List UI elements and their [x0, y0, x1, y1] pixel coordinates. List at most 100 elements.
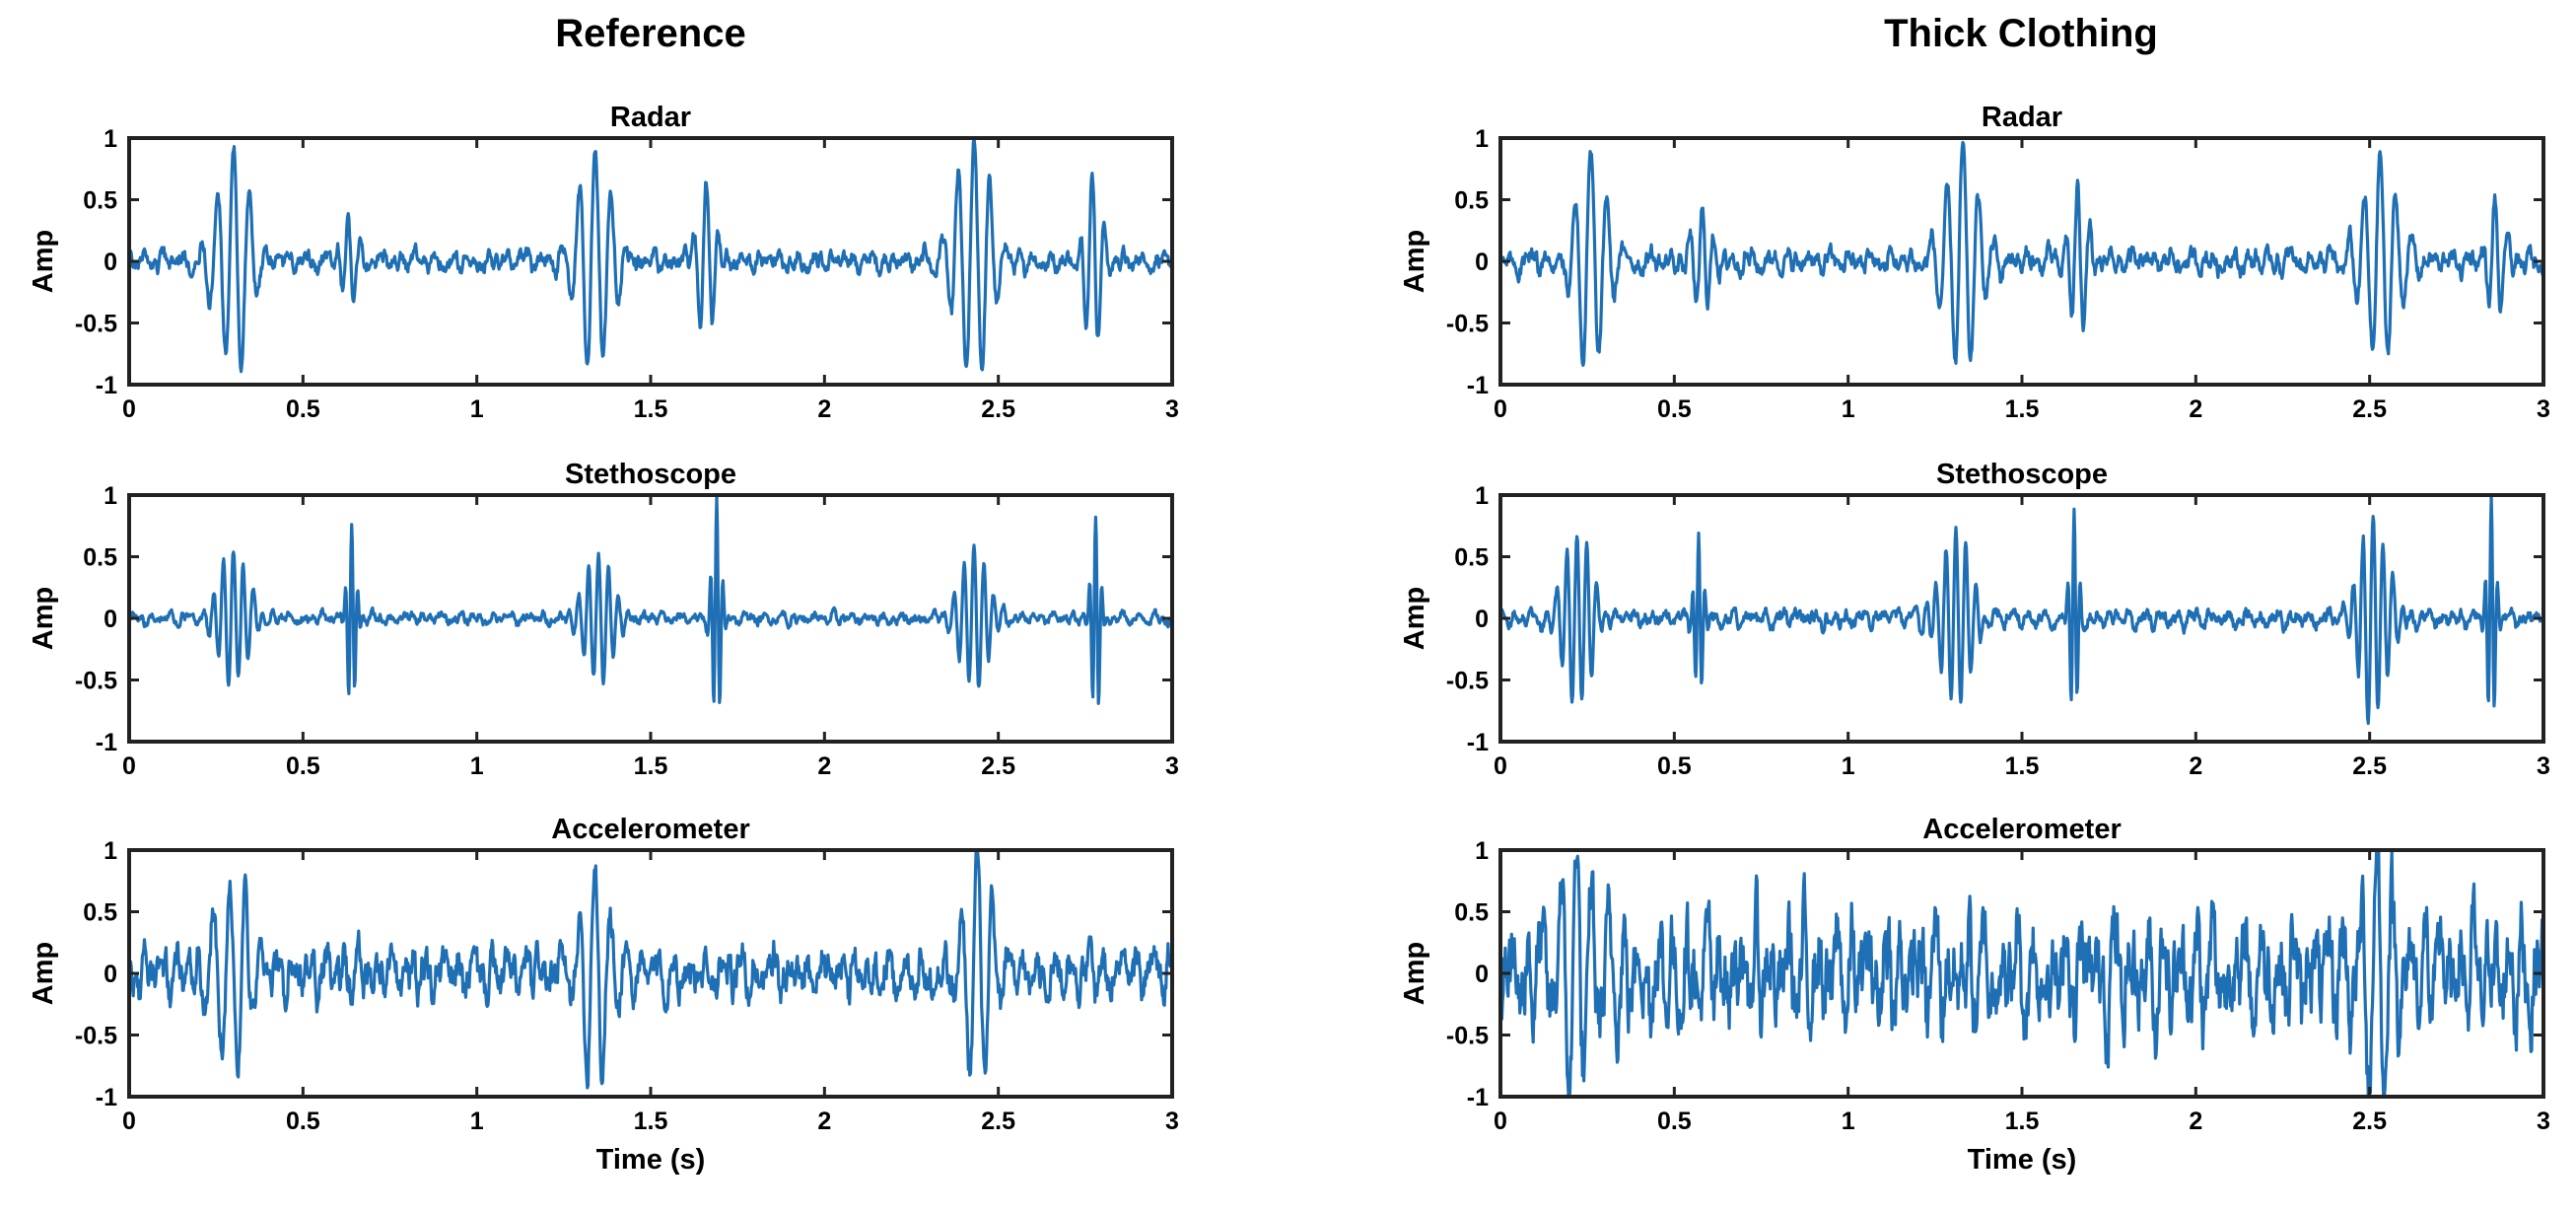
x-tick-label: 1.5	[634, 1108, 668, 1135]
panel-4: Stethoscope 0 0.5 1 1.5 2 2.5 3 1 0.5 0 -0.5 -1 Amp	[1399, 459, 2550, 780]
signal-line	[1498, 848, 2545, 1099]
x-tick-label: 2	[817, 1108, 831, 1135]
y-tick-label: 1	[104, 125, 117, 153]
y-tick-label: 0.5	[83, 544, 117, 572]
signal-line	[127, 848, 1174, 1090]
x-tick-label: 2.5	[981, 1108, 1015, 1135]
y-tick-label: -0.5	[1446, 311, 1489, 338]
y-axis-label: Amp	[28, 587, 59, 650]
panel-title: Accelerometer	[1922, 814, 2122, 845]
y-tick-label: 0.5	[1454, 899, 1489, 927]
y-tick-label: 0	[104, 961, 117, 988]
x-tick-label: 1.5	[634, 752, 668, 780]
x-tick-label: 3	[1165, 395, 1179, 423]
y-tick-label: -0.5	[75, 1023, 117, 1050]
signal-line	[1498, 495, 2545, 726]
y-tick-label: -0.5	[1446, 1023, 1489, 1050]
x-tick-label: 0.5	[286, 395, 320, 423]
panel-5: Accelerometer 0 0.5 1 1.5 2 2.5 3 1 0.5 0 -0.5 -1 Amp…	[1399, 814, 2550, 1176]
x-tick-label: 2.5	[2352, 1108, 2387, 1135]
x-tick-label: 0.5	[286, 752, 320, 780]
x-tick-label: 2.5	[2352, 395, 2387, 423]
y-tick-label: 1	[1475, 125, 1489, 153]
y-tick-label: 0	[104, 606, 117, 633]
signal-line	[1498, 140, 2545, 367]
y-axis-label: Amp	[1399, 587, 1430, 650]
signal-line	[127, 136, 1174, 374]
x-tick-label: 1	[470, 1108, 484, 1135]
x-tick-label: 0	[1494, 752, 1507, 780]
x-tick-label: 0	[122, 752, 136, 780]
y-tick-label: 0	[1475, 961, 1489, 988]
x-tick-label: 1.5	[634, 395, 668, 423]
y-tick-label: 0	[1475, 606, 1489, 633]
panel-0: Radar 0 0.5 1 1.5 2 2.5 3 1 0.5 0 -0.5 -1 Amp	[28, 102, 1179, 423]
x-tick-label: 3	[2537, 752, 2550, 780]
x-tick-label: 0	[122, 1108, 136, 1135]
y-tick-label: -1	[1467, 1084, 1489, 1111]
y-tick-label: -1	[1467, 729, 1489, 756]
x-tick-label: 2	[2189, 1108, 2202, 1135]
x-axis-label: Time (s)	[596, 1144, 706, 1176]
y-tick-label: -1	[96, 372, 117, 399]
x-tick-label: 2.5	[981, 395, 1015, 423]
column-title-reference: Reference	[555, 12, 746, 55]
x-tick-label: 0	[1494, 395, 1507, 423]
panel-title: Stethoscope	[1936, 459, 2108, 490]
x-tick-label: 2	[817, 752, 831, 780]
y-axis-label: Amp	[1399, 230, 1430, 293]
signal-line	[127, 495, 1174, 705]
y-tick-label: 0.5	[83, 899, 117, 927]
x-tick-label: 2	[817, 395, 831, 423]
y-tick-label: -1	[96, 729, 117, 756]
y-tick-label: 0.5	[83, 187, 117, 215]
y-tick-label: -0.5	[1446, 668, 1489, 695]
y-tick-label: 0	[104, 249, 117, 276]
x-tick-label: 0.5	[1657, 752, 1692, 780]
panel-title: Radar	[1982, 102, 2062, 133]
x-tick-label: 1.5	[2005, 1108, 2040, 1135]
y-axis-label: Amp	[1399, 942, 1430, 1005]
x-tick-label: 1	[470, 752, 484, 780]
x-tick-label: 0.5	[1657, 1108, 1692, 1135]
x-tick-label: 1.5	[2005, 752, 2040, 780]
y-tick-label: 0.5	[1454, 187, 1489, 215]
x-tick-label: 2.5	[2352, 752, 2387, 780]
x-tick-label: 2.5	[981, 752, 1015, 780]
x-tick-label: 2	[2189, 395, 2202, 423]
panel-title: Stethoscope	[565, 459, 736, 490]
x-tick-label: 0.5	[286, 1108, 320, 1135]
x-tick-label: 1.5	[2005, 395, 2040, 423]
x-tick-label: 0	[122, 395, 136, 423]
y-tick-label: 0	[1475, 249, 1489, 276]
y-axis-label: Amp	[28, 230, 59, 293]
x-tick-label: 3	[2537, 395, 2550, 423]
panel-3: Radar 0 0.5 1 1.5 2 2.5 3 1 0.5 0 -0.5 -1 Amp	[1399, 102, 2550, 423]
x-tick-label: 3	[1165, 1108, 1179, 1135]
x-tick-label: 1	[470, 395, 484, 423]
y-tick-label: 1	[1475, 837, 1489, 865]
x-tick-label: 3	[1165, 752, 1179, 780]
y-axis-label: Amp	[28, 942, 59, 1005]
x-tick-label: 3	[2537, 1108, 2550, 1135]
y-tick-label: -0.5	[75, 311, 117, 338]
panel-2: Accelerometer 0 0.5 1 1.5 2 2.5 3 1 0.5 0 -0.5 -1 Amp…	[28, 814, 1179, 1176]
x-axis-label: Time (s)	[1968, 1144, 2077, 1176]
x-tick-label: 1	[1842, 752, 1855, 780]
panel-title: Radar	[610, 102, 691, 133]
y-tick-label: 1	[104, 837, 117, 865]
y-tick-label: -1	[96, 1084, 117, 1111]
panel-title: Accelerometer	[551, 814, 750, 845]
x-tick-label: 0	[1494, 1108, 1507, 1135]
x-tick-label: 1	[1842, 395, 1855, 423]
y-tick-label: 1	[104, 482, 117, 510]
x-tick-label: 2	[2189, 752, 2202, 780]
x-tick-label: 0.5	[1657, 395, 1692, 423]
y-tick-label: -0.5	[75, 668, 117, 695]
panel-1: Stethoscope 0 0.5 1 1.5 2 2.5 3 1 0.5 0 -0.5 -1 Amp	[28, 459, 1179, 780]
y-tick-label: -1	[1467, 372, 1489, 399]
x-tick-label: 1	[1842, 1108, 1855, 1135]
y-tick-label: 1	[1475, 482, 1489, 510]
